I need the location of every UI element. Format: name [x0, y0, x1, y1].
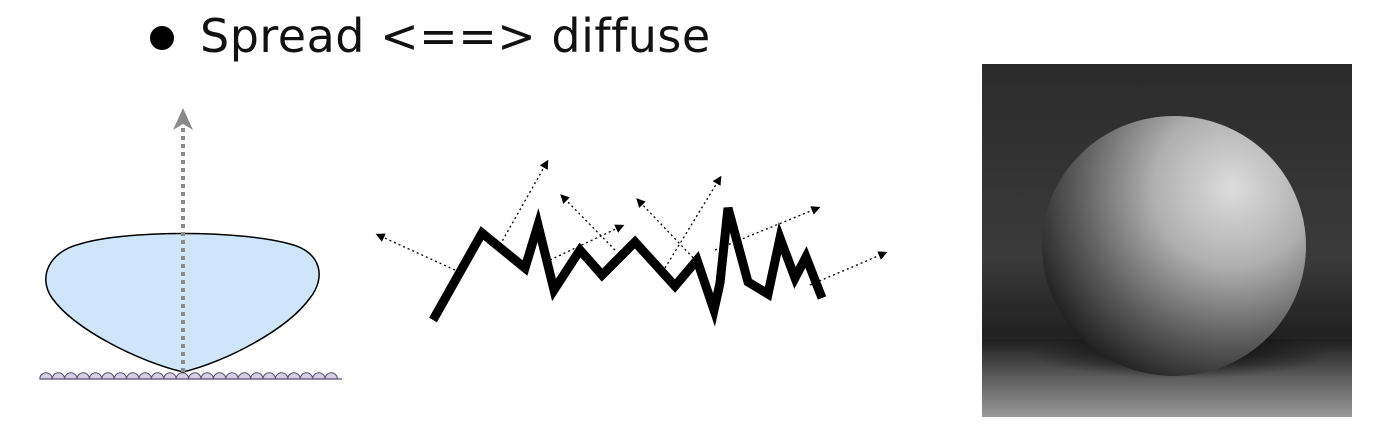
sphere-render-graphic: [982, 116, 1352, 417]
surface-bump: [312, 372, 326, 380]
scattered-ray: [809, 251, 888, 286]
scattered-ray: [499, 159, 549, 246]
surface-bump: [138, 372, 152, 380]
surface-bump: [64, 372, 78, 380]
lobe-diagram: [39, 108, 342, 380]
bullet-dot-icon: [150, 26, 174, 50]
surface-bump: [299, 372, 314, 380]
surface-bump: [262, 372, 276, 380]
scattered-ray: [714, 206, 821, 251]
surface-bump: [88, 372, 103, 380]
scattered-ray: [375, 233, 456, 271]
scattered-ray: [560, 194, 616, 251]
surface-bump: [200, 372, 214, 380]
scattered-ray: [664, 175, 722, 269]
sphere: [1042, 116, 1306, 376]
reflection-lobe: [45, 232, 320, 373]
surface-bump: [250, 372, 264, 380]
surface-bump: [39, 372, 53, 380]
surface-bump: [324, 372, 338, 380]
surface-bump: [113, 372, 128, 380]
rough-surface-diagram: [375, 159, 888, 327]
surface-bump: [150, 372, 165, 380]
rough-surface-profile: [429, 206, 827, 327]
surface-bump: [51, 372, 66, 380]
surface-bump: [237, 372, 252, 380]
normal-arrow-head-icon: [173, 108, 193, 130]
surface-bump: [225, 372, 239, 380]
surface-bump: [188, 372, 202, 380]
diffuse-sphere-render: [982, 64, 1352, 417]
surface-bump: [274, 372, 289, 380]
surface-bump: [76, 372, 90, 380]
surface-bump: [287, 372, 301, 380]
scattered-rays: [375, 159, 888, 286]
bullet-text: Spread <==> diffuse: [200, 9, 711, 63]
bullet-item: Spread <==> diffuse: [150, 0, 711, 72]
scattered-ray: [549, 224, 625, 261]
surface-bump: [163, 372, 177, 380]
surface-bump: [126, 372, 140, 380]
surface-bump: [175, 372, 190, 380]
bumpy-surface: [39, 372, 338, 380]
surface-bump: [212, 372, 227, 380]
surface-bump: [101, 372, 115, 380]
